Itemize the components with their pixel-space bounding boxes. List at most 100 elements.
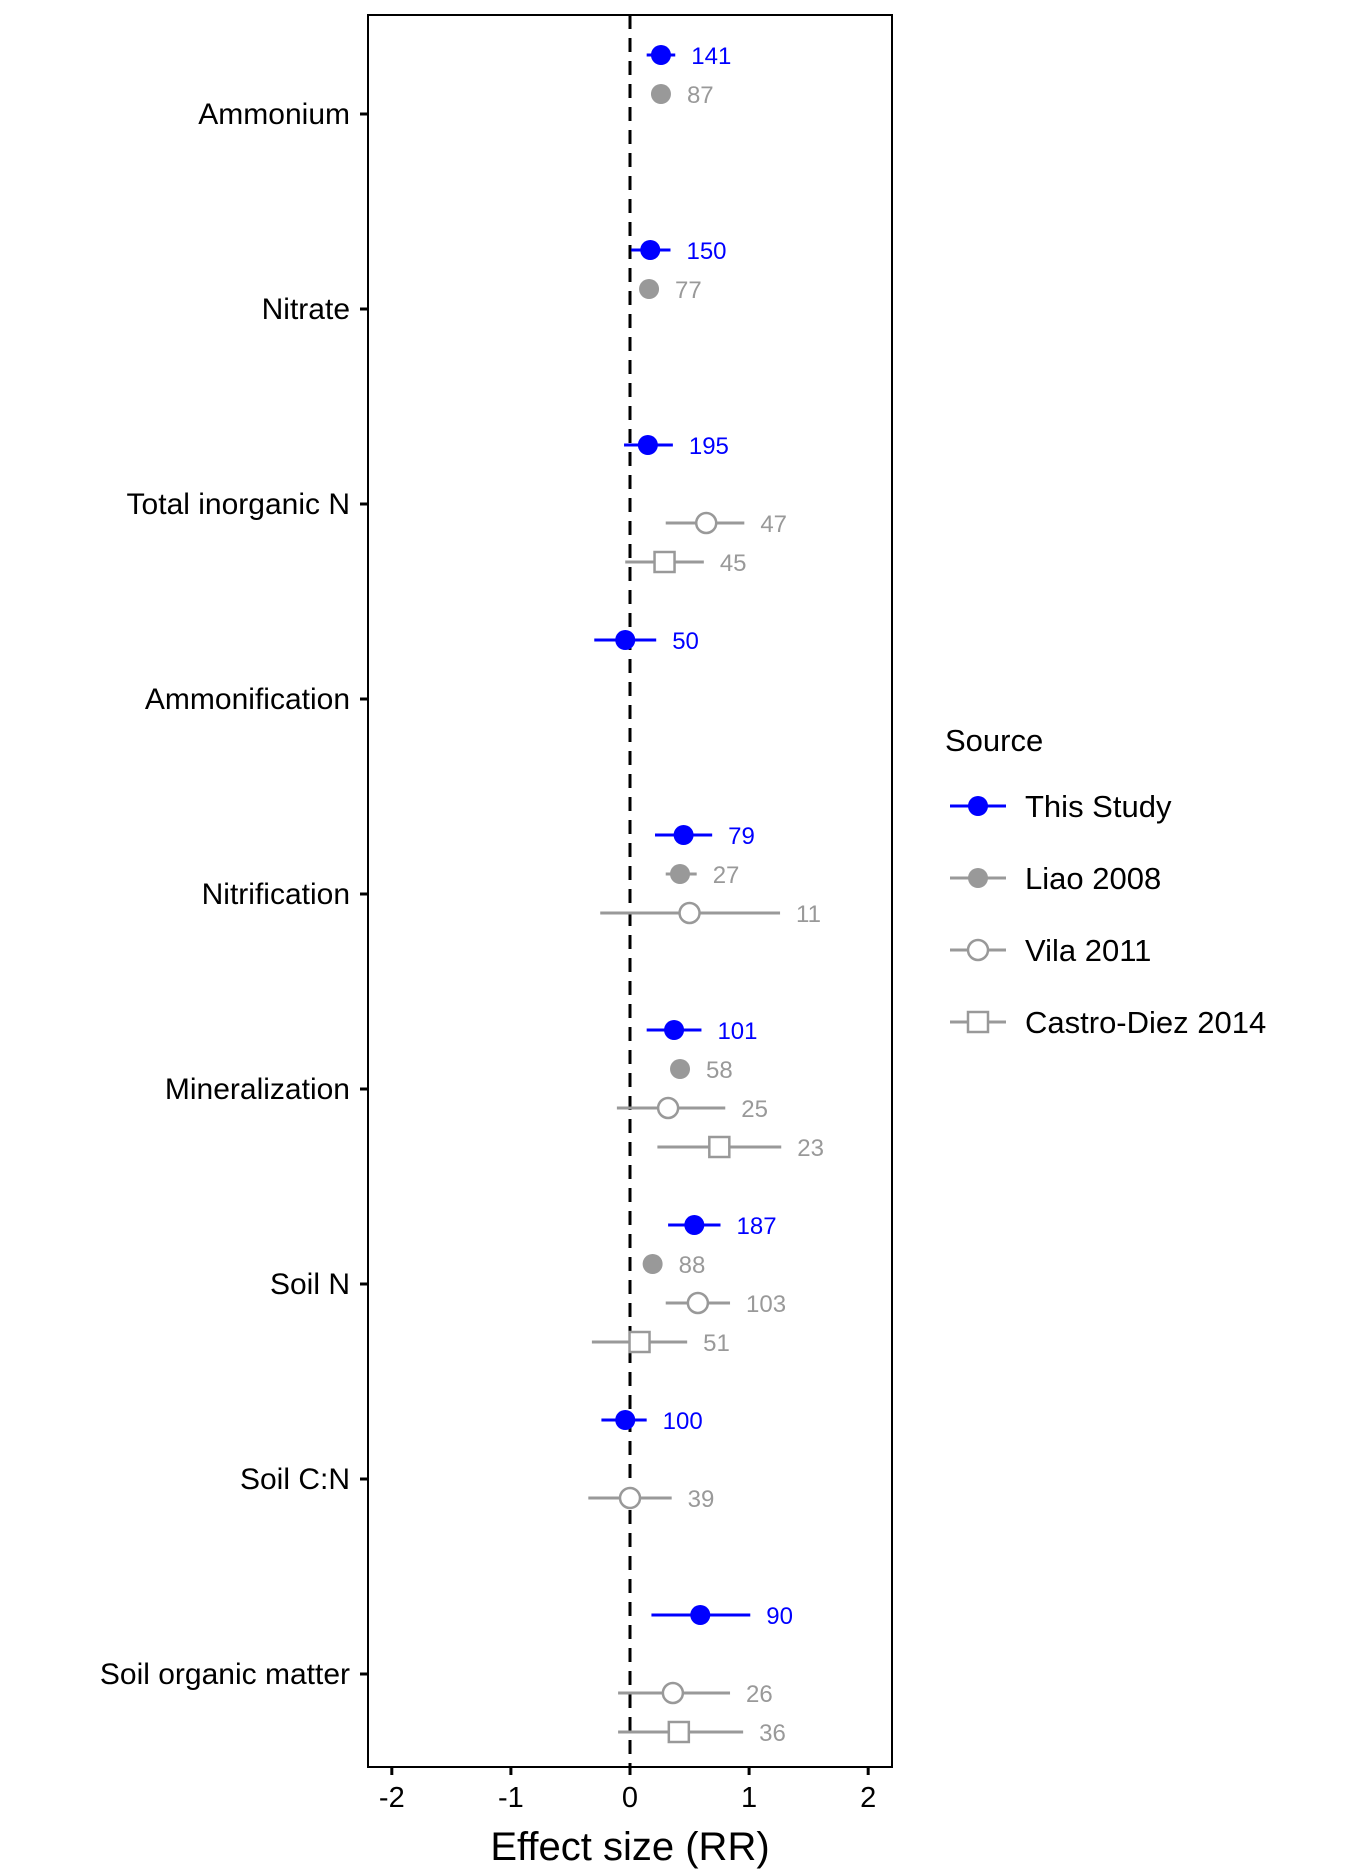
point-marker (639, 279, 660, 299)
effect-ammonium-this-study: 141 (646, 43, 731, 70)
x-tick-label: -1 (498, 1782, 524, 1814)
effect-total-inorganic-n-this-study: 195 (624, 433, 729, 460)
point-marker (650, 84, 671, 104)
legend-title: Source (945, 723, 1043, 758)
point-marker (642, 1254, 663, 1274)
sample-size-label: 103 (746, 1291, 786, 1318)
point-marker (678, 901, 701, 925)
point-marker (615, 630, 636, 650)
point-marker (640, 240, 661, 260)
point-marker (637, 435, 658, 455)
sample-size-label: 150 (686, 238, 726, 265)
effect-soil-n-this-study: 187 (668, 1213, 777, 1240)
sample-size-label: 36 (759, 1720, 786, 1747)
point-marker (667, 1720, 691, 1744)
legend-item-castro-diez-2014: Castro-Diez 2014 (950, 1005, 1266, 1040)
sample-size-label: 58 (706, 1057, 733, 1084)
y-tick-label-total-inorganic-n: Total inorganic N (127, 488, 350, 521)
legend-key-marker (968, 868, 988, 888)
effect-soil-organic-matter-this-study: 90 (651, 1603, 793, 1630)
sample-size-label: 79 (728, 823, 755, 850)
y-tick-label-ammonification: Ammonification (145, 683, 350, 716)
sample-size-label: 100 (663, 1408, 703, 1435)
effect-soil-organic-matter-castro-diez-2014: 36 (618, 1720, 786, 1747)
series-castro-diez-2014: 45 23 51 36 (591, 550, 824, 1747)
series-vila-2011: 47 11 25 103 39 26 (588, 511, 821, 1708)
x-tick-label: -2 (379, 1782, 405, 1814)
y-tick-label-ammonium: Ammonium (198, 98, 350, 131)
sample-size-label: 187 (737, 1213, 777, 1240)
effect-mineralization-liao-2008: 58 (670, 1057, 733, 1084)
effect-nitrification-liao-2008: 27 (665, 862, 739, 889)
x-tick-label: 1 (741, 1782, 757, 1814)
y-tick-label-soil-c-n: Soil C:N (240, 1463, 350, 1496)
sample-size-label: 77 (675, 277, 702, 304)
sample-size-label: 50 (672, 628, 699, 655)
sample-size-label: 195 (689, 433, 729, 460)
point-marker (656, 1096, 680, 1120)
point-marker (650, 45, 671, 65)
point-marker (673, 825, 694, 845)
point-marker (686, 1291, 710, 1315)
sample-size-label: 39 (688, 1486, 715, 1513)
effect-soil-n-liao-2008: 88 (642, 1252, 706, 1279)
y-tick-label-mineralization: Mineralization (165, 1073, 350, 1106)
legend: Source This Study Liao 2008 Vila 2011 Castr… (945, 723, 1266, 1040)
point-marker (664, 1020, 685, 1040)
effect-mineralization-this-study: 101 (646, 1018, 758, 1045)
sample-size-label: 47 (760, 511, 787, 538)
x-axis: -2 -1 0 1 2 (379, 1767, 876, 1814)
legend-label: Castro-Diez 2014 (1025, 1005, 1266, 1040)
sample-size-label: 51 (703, 1330, 730, 1357)
effect-soil-c-n-this-study: 100 (601, 1408, 703, 1435)
point-marker (661, 1681, 685, 1705)
series-this-study: 141 150 195 50 79 101 187 100 90 (594, 43, 793, 1630)
point-marker (684, 1215, 705, 1235)
effect-nitrification-vila-2011: 11 (600, 901, 821, 928)
point-marker (670, 1059, 691, 1079)
series-liao-2008: 87 77 27 58 88 (639, 82, 739, 1279)
effect-total-inorganic-n-vila-2011: 47 (665, 511, 787, 538)
point-marker (694, 511, 718, 535)
sample-size-label: 141 (691, 43, 731, 70)
y-tick-label-nitrate: Nitrate (262, 293, 350, 326)
point-marker (615, 1410, 636, 1430)
legend-label: This Study (1025, 789, 1172, 824)
effect-nitrate-liao-2008: 77 (639, 277, 702, 304)
legend-label: Liao 2008 (1025, 861, 1161, 896)
x-axis-title: Effect size (RR) (490, 1825, 769, 1869)
y-axis: Ammonium Nitrate Total inorganic N Ammonifi… (100, 98, 368, 1691)
sample-size-label: 11 (796, 901, 821, 928)
point-marker (653, 550, 676, 574)
effect-soil-organic-matter-vila-2011: 26 (618, 1681, 773, 1708)
effect-soil-c-n-vila-2011: 39 (588, 1486, 714, 1513)
x-tick-label: 2 (860, 1782, 876, 1814)
sample-size-label: 25 (741, 1096, 768, 1123)
legend-item-vila-2011: Vila 2011 (950, 933, 1151, 968)
point-marker (690, 1605, 711, 1625)
y-tick-label-soil-organic-matter: Soil organic matter (100, 1658, 350, 1691)
effect-soil-n-castro-diez-2014: 51 (591, 1330, 730, 1357)
sample-size-label: 101 (717, 1018, 757, 1045)
sample-size-label: 26 (746, 1681, 773, 1708)
legend-item-liao-2008: Liao 2008 (950, 861, 1161, 896)
point-marker (670, 864, 691, 884)
sample-size-label: 90 (766, 1603, 793, 1630)
sample-size-label: 88 (679, 1252, 706, 1279)
effect-mineralization-vila-2011: 25 (616, 1096, 768, 1123)
legend-key-marker (968, 796, 988, 816)
x-tick-label: 0 (622, 1782, 638, 1814)
effect-ammonification-this-study: 50 (594, 628, 699, 655)
point-marker (628, 1330, 651, 1354)
y-tick-label-nitrification: Nitrification (202, 878, 350, 911)
legend-key-marker (966, 938, 990, 962)
effect-nitrification-this-study: 79 (655, 823, 755, 850)
legend-label: Vila 2011 (1025, 933, 1151, 968)
sample-size-label: 45 (720, 550, 747, 577)
sample-size-label: 87 (687, 82, 714, 109)
point-marker (708, 1135, 731, 1159)
effect-soil-n-vila-2011: 103 (665, 1291, 786, 1318)
effect-ammonium-liao-2008: 87 (650, 82, 714, 109)
sample-size-label: 23 (797, 1135, 824, 1162)
